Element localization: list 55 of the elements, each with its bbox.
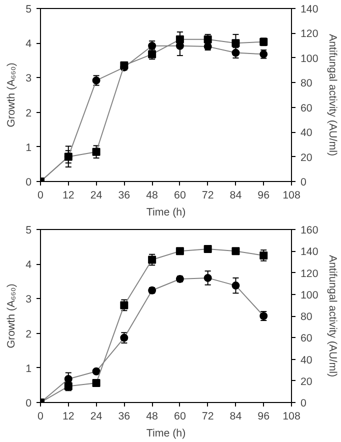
y2-tick-label: 0	[300, 176, 306, 188]
y-tick-label: 0	[26, 398, 32, 410]
y-tick-label: 4	[26, 38, 32, 50]
y-tick-label: 1	[26, 362, 32, 375]
y2-tick-label: 20	[300, 152, 312, 164]
x-tick-label: 24	[90, 410, 102, 422]
x-tick-label: 108	[282, 190, 300, 202]
y2-axis-title: Antifungal activity (AU/ml)	[326, 34, 338, 156]
x-tick-label: 48	[146, 190, 158, 202]
y2-tick-label: 40	[300, 354, 312, 366]
y2-tick-label: 120	[300, 28, 318, 40]
x-tick-label: 84	[230, 190, 242, 202]
y2-tick-label: 40	[300, 127, 312, 140]
y-tick-label: 3	[26, 72, 32, 85]
y-tick-label: 5	[26, 4, 32, 16]
x-tick-label: 60	[174, 410, 186, 422]
y2-tick-label: 140	[300, 4, 318, 16]
x-tick-label: 0	[38, 190, 44, 202]
x-axis-title: Time (h)	[146, 428, 186, 440]
x-tick-label: 60	[174, 190, 186, 202]
y-axis-title: Growth (A₆₆₀)	[6, 62, 18, 128]
x-tick-label: 84	[230, 410, 242, 422]
y2-tick-label: 100	[300, 289, 318, 302]
y2-tick-label: 80	[300, 311, 312, 323]
y-axis-title: Growth (A₆₆₀)	[6, 284, 18, 348]
x-tick-label: 36	[118, 410, 130, 422]
y2-tick-label: 80	[300, 78, 312, 90]
x-axis-title: Time (h)	[146, 206, 186, 218]
y2-tick-label: 140	[300, 246, 318, 258]
x-tick-label: 72	[202, 410, 214, 422]
x-tick-label: 108	[282, 410, 300, 422]
y-tick-label: 5	[26, 224, 32, 236]
y2-tick-label: 120	[300, 268, 318, 280]
x-tick-label: 12	[62, 410, 74, 422]
y2-tick-label: 160	[300, 224, 318, 236]
x-tick-label: 72	[202, 190, 214, 202]
x-tick-label: 0	[38, 410, 44, 422]
x-tick-label: 12	[62, 190, 74, 202]
y-tick-label: 0	[26, 176, 32, 188]
y2-tick-label: 100	[300, 52, 318, 65]
y-tick-label: 2	[26, 107, 32, 120]
x-tick-label: 36	[118, 190, 130, 202]
y-tick-label: 1	[26, 142, 32, 154]
x-tick-label: 24	[90, 190, 102, 202]
y2-tick-label: 60	[300, 332, 312, 345]
y2-tick-label: 20	[300, 376, 312, 388]
y-tick-label: 2	[26, 328, 32, 340]
y-tick-label: 4	[26, 259, 32, 272]
y2-axis-title: Antifungal activity (AU/ml)	[326, 255, 338, 378]
y2-tick-label: 0	[300, 398, 306, 410]
y2-tick-label: 60	[300, 102, 312, 114]
x-tick-label: 48	[146, 410, 158, 422]
x-tick-label: 96	[258, 410, 270, 422]
x-tick-label: 96	[258, 190, 270, 202]
y-tick-label: 3	[26, 294, 32, 306]
